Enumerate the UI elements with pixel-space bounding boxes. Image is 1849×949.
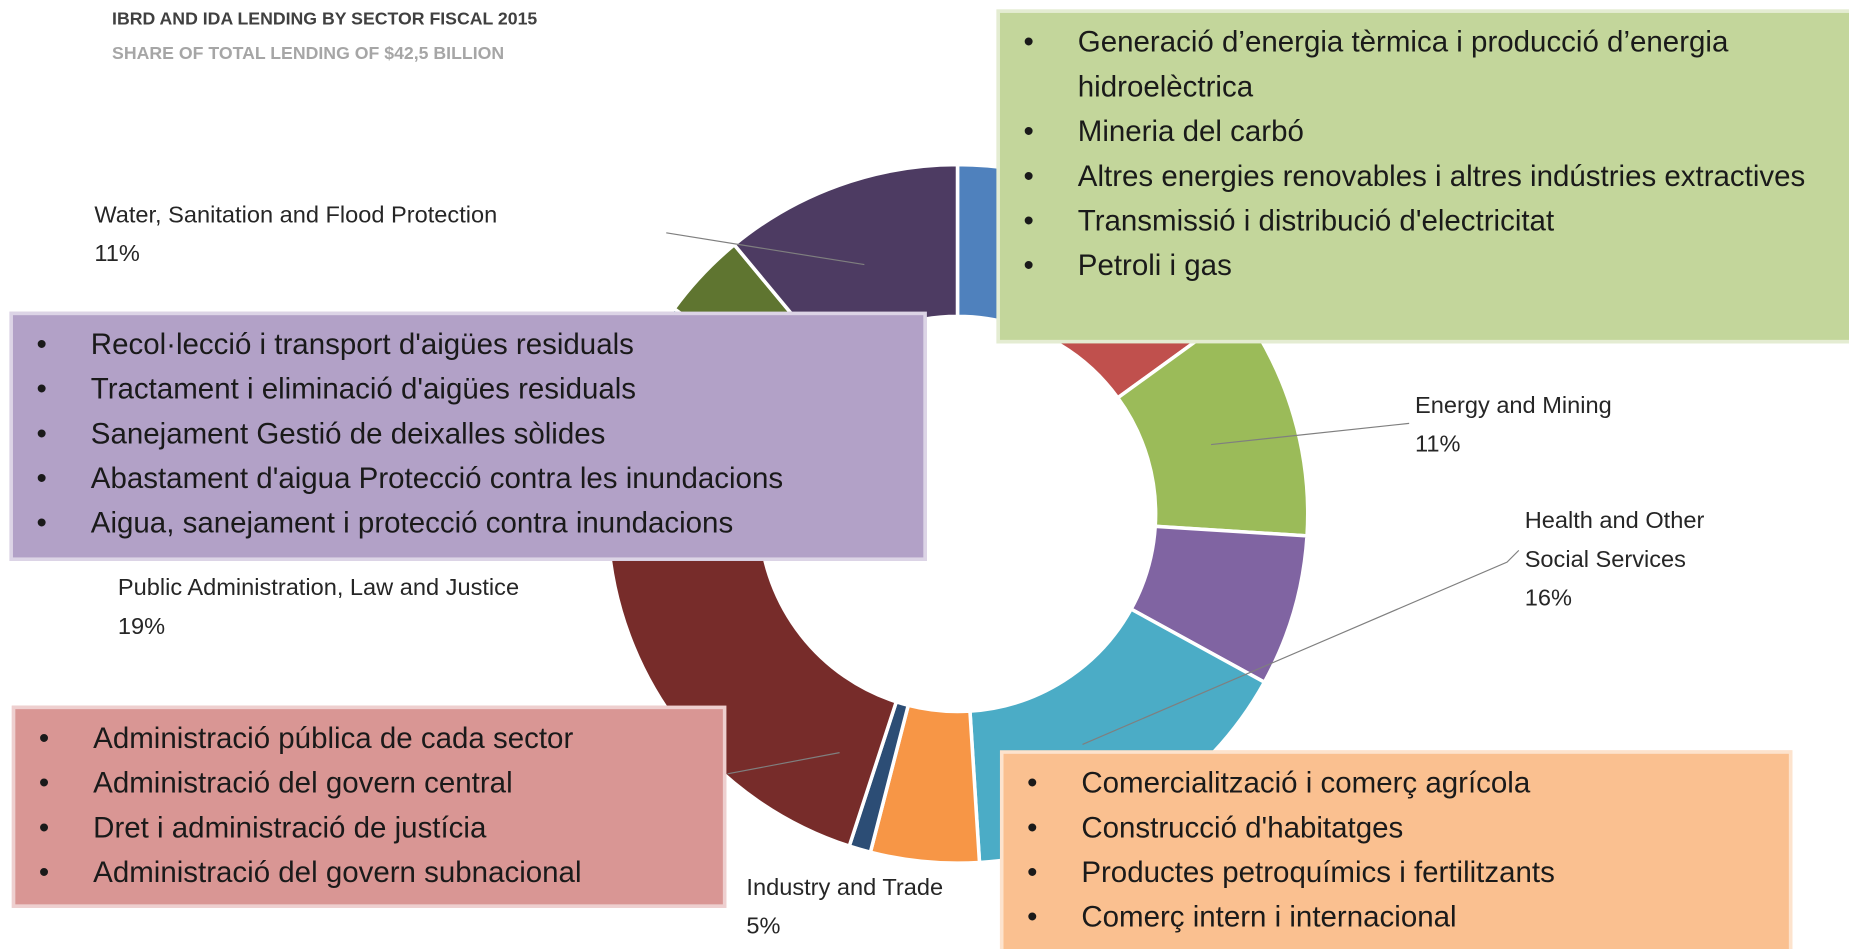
data-label: Public Administration, Law and Justice 19… bbox=[118, 569, 543, 647]
callout-item: Abastament d'aigua Protecció contra les … bbox=[13, 456, 912, 501]
data-label-name: Health and Other Social Services bbox=[1524, 508, 1705, 573]
callout-item: Transmissió i distribució d'electricitat bbox=[1000, 199, 1842, 244]
data-label: Industry and Trade 5% bbox=[746, 869, 1029, 947]
callout-item: Comerç intern i internacional bbox=[1003, 895, 1777, 940]
callout-item: Administració pública de cada sector bbox=[15, 716, 711, 761]
callout-item: Administració del govern subnacional bbox=[15, 850, 711, 895]
callout-box: Recol·lecció i transport d'aigües residu… bbox=[9, 311, 927, 561]
data-label: Health and Other Social Services 16% bbox=[1525, 502, 1761, 618]
data-label-name: Energy and Mining bbox=[1415, 392, 1612, 419]
callout-item: Administració del govern central bbox=[15, 761, 711, 806]
data-label-value: 19% bbox=[117, 613, 166, 640]
callout-list: Generació d’energia tèrmica i producció … bbox=[1000, 20, 1842, 288]
callout-item: Petroli i gas bbox=[1000, 243, 1842, 288]
data-label-name: Water, Sanitation and Flood Protection bbox=[94, 202, 498, 229]
callout-box: Generació d’energia tèrmica i producció … bbox=[996, 9, 1849, 344]
callout-item: Recol·lecció i transport d'aigües residu… bbox=[13, 322, 912, 367]
leader-line bbox=[666, 232, 865, 266]
callout-box: Comercialització i comerç agrícolaConstr… bbox=[999, 750, 1793, 949]
data-label-name: Public Administration, Law and Justice bbox=[117, 575, 520, 601]
callout-item: Comercialització i comerç agrícola bbox=[1003, 761, 1777, 806]
chart-title: IBRD AND IDA LENDING BY SECTOR FISCAL 20… bbox=[112, 9, 538, 30]
callout-item: Sanejament Gestió de deixalles sòlides bbox=[13, 412, 912, 457]
callout-box: Administració pública de cada sectorAdmi… bbox=[11, 705, 727, 908]
leader-line bbox=[727, 752, 840, 775]
leader-line bbox=[1082, 549, 1520, 745]
callout-item: Tractament i eliminació d'aigües residua… bbox=[13, 367, 912, 412]
callout-item: Mineria del carbó bbox=[1000, 109, 1842, 154]
callout-item: Generació d’energia tèrmica i producció … bbox=[1000, 20, 1842, 109]
callout-item: Construcció d'habitatges bbox=[1003, 806, 1777, 851]
data-label: Water, Sanitation and Flood Protection 11… bbox=[94, 196, 636, 274]
callout-item: Dret i administració de justícia bbox=[15, 806, 711, 851]
data-label: Energy and Mining 11% bbox=[1415, 387, 1769, 465]
callout-list: Recol·lecció i transport d'aigües residu… bbox=[13, 322, 912, 545]
chart-subtitle: SHARE OF TOTAL LENDING OF $42,5 BILLION bbox=[112, 43, 505, 64]
callout-list: Comercialització i comerç agrícolaConstr… bbox=[1003, 761, 1777, 940]
callout-list: Administració pública de cada sectorAdmi… bbox=[15, 716, 711, 895]
data-label-value: 16% bbox=[1524, 585, 1572, 612]
data-label-value: 11% bbox=[94, 241, 140, 267]
callout-item: Aigua, sanejament i protecció contra inu… bbox=[13, 501, 912, 546]
leader-line bbox=[1210, 422, 1410, 446]
data-label-name: Industry and Trade bbox=[746, 874, 944, 901]
data-label-value: 5% bbox=[746, 913, 781, 940]
callout-item: Productes petroquímics i fertilitzants bbox=[1003, 850, 1777, 895]
callout-item: Altres energies renovables i altres indú… bbox=[1000, 154, 1842, 199]
data-label-value: 11% bbox=[1415, 431, 1461, 458]
